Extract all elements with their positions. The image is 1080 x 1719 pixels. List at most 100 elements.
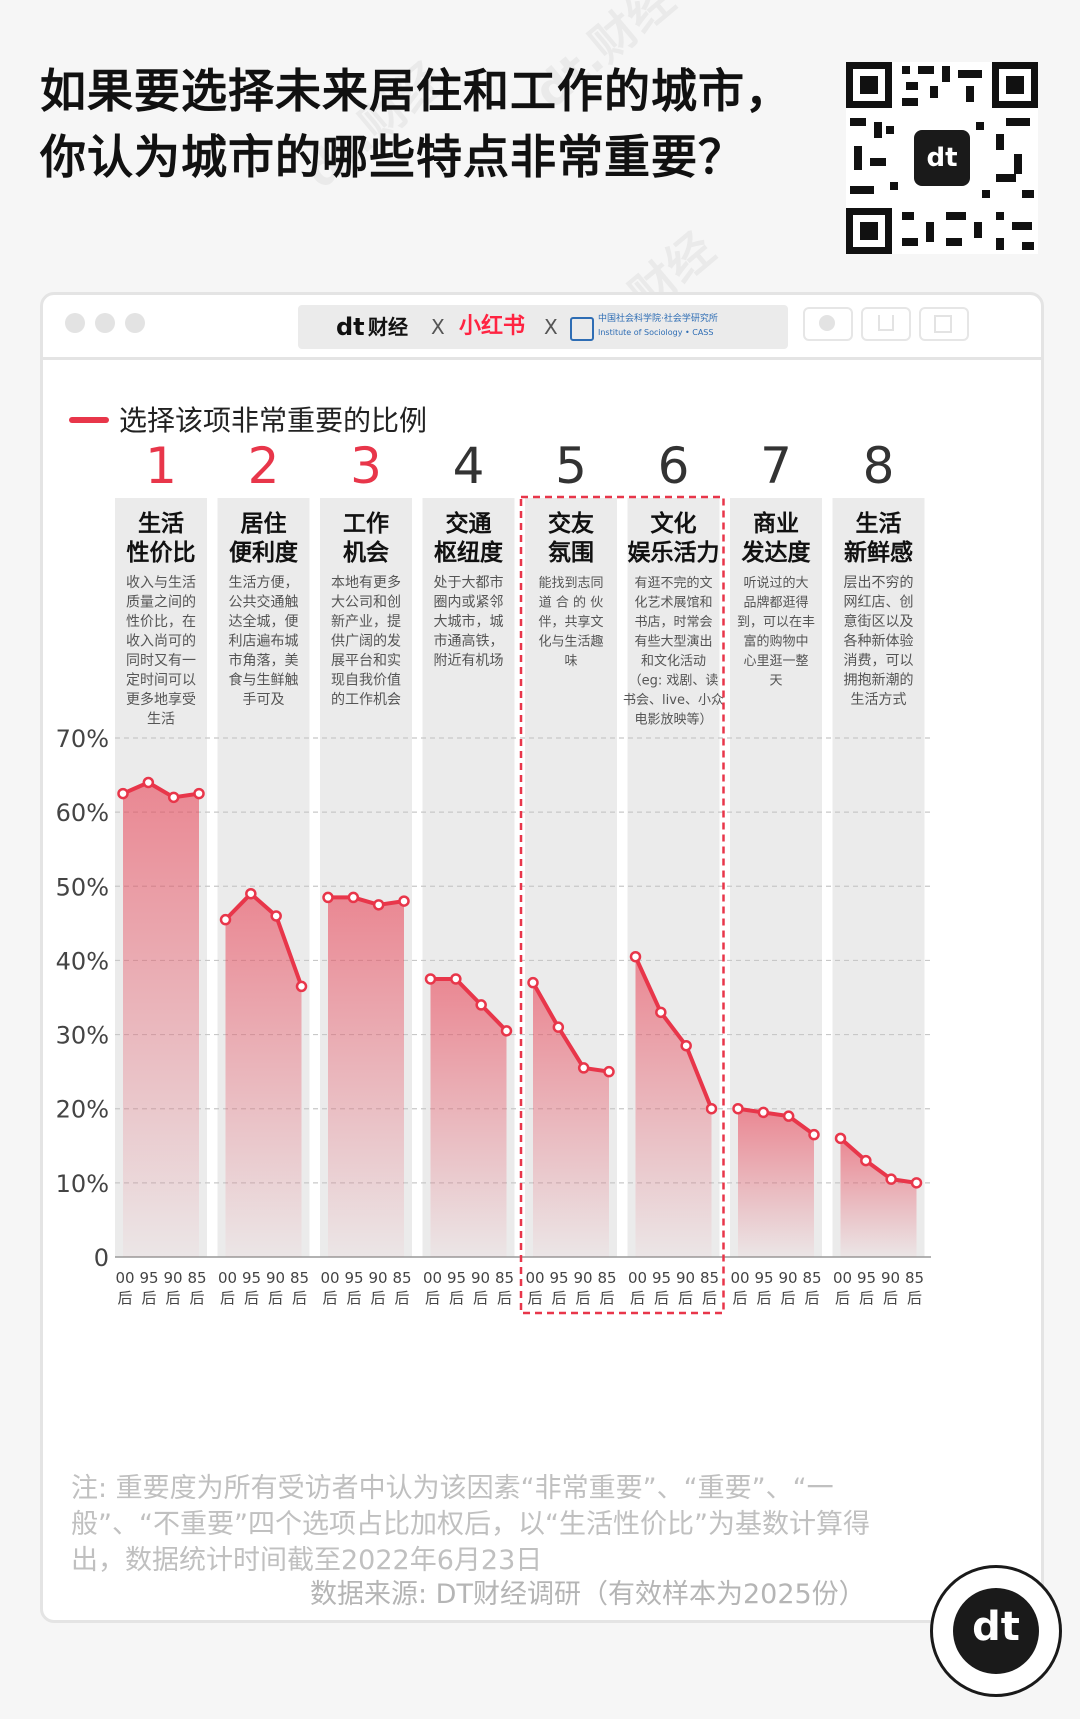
- x-tick-label: 00: [730, 1269, 749, 1287]
- x-tick-label: 95: [754, 1269, 773, 1287]
- x-tick-label: 85: [392, 1269, 411, 1287]
- category-description: 定时间可以: [126, 673, 196, 689]
- series-area: [225, 893, 302, 1257]
- data-point: [372, 899, 385, 911]
- category-description: （eg: 戏剧、读: [629, 674, 719, 689]
- category-description: 品牌都逛得: [743, 595, 808, 611]
- data-point: [424, 973, 437, 985]
- x-tick-label: 后: [678, 1289, 693, 1307]
- legend-line-icon: [69, 417, 109, 423]
- data-point: [398, 895, 410, 907]
- series-area: [635, 956, 712, 1257]
- x-tick-label: 后: [883, 1289, 898, 1307]
- data-point: [219, 913, 232, 926]
- data-point: [193, 787, 205, 800]
- x-tick-label: 90: [471, 1269, 490, 1287]
- category-description: 意街区以及: [844, 613, 914, 630]
- highlight-box: [519, 495, 725, 1315]
- x-tick-label: 后: [141, 1289, 156, 1307]
- category-title: 工作: [343, 511, 389, 537]
- data-point: [577, 1062, 590, 1074]
- category-description: 味: [564, 654, 577, 669]
- rank-number: 1: [145, 437, 177, 495]
- dt-logo-text: 财经: [368, 315, 408, 339]
- x-tick-label: 后: [189, 1289, 204, 1307]
- data-point: [629, 950, 642, 963]
- x-tick-label: 后: [575, 1289, 590, 1307]
- data-point: [552, 1021, 565, 1033]
- y-tick-label: 70%: [56, 725, 109, 753]
- category-description: 有逛不完的文: [634, 575, 712, 591]
- x-tick-label: 85: [905, 1269, 924, 1287]
- windows-icon: [934, 315, 952, 333]
- category-description: 伴，共享文: [538, 614, 603, 630]
- x-tick-label: 后: [394, 1289, 409, 1307]
- category-description: 质量之间的: [126, 595, 196, 611]
- data-point: [167, 791, 180, 804]
- x-tick-label: 90: [778, 1269, 797, 1287]
- x-tick-label: 后: [165, 1289, 180, 1307]
- windows-button[interactable]: [919, 307, 969, 341]
- series-line: [737, 1106, 816, 1137]
- close-dot-icon: [65, 313, 85, 333]
- dt-badge-logo[interactable]: dt: [930, 1565, 1062, 1697]
- category-description: 收入与生活: [126, 575, 196, 591]
- data-point: [245, 887, 257, 900]
- x-tick-label: 90: [573, 1269, 592, 1287]
- category-title: 交友: [548, 510, 594, 537]
- category-description: 化与生活趣: [538, 635, 603, 650]
- category-title: 机会: [343, 539, 389, 566]
- x-tick-label: 后: [473, 1289, 488, 1307]
- x-tick-label: 95: [652, 1269, 671, 1287]
- x-tick-label: 后: [702, 1289, 717, 1307]
- qr-code[interactable]: dt: [846, 62, 1038, 254]
- category-description: 市通高铁，: [434, 633, 504, 650]
- chart: 010%20%30%40%50%60%70%1生活性价比收入与生活质量之间的性价…: [56, 437, 931, 1315]
- x-tick-label: 90: [368, 1269, 387, 1287]
- category-description: 书会、live、小众: [623, 693, 724, 708]
- share-button[interactable]: [861, 307, 911, 341]
- data-point: [603, 1065, 615, 1078]
- x-tick-label: 后: [551, 1289, 566, 1307]
- category-description: 书店，时常会: [634, 615, 712, 630]
- category-description: 处于大都市: [434, 574, 504, 591]
- record-button[interactable]: [803, 307, 853, 341]
- y-tick-label: 20%: [56, 1096, 109, 1124]
- x-tick-label: 后: [244, 1289, 259, 1307]
- x-tick-label: 后: [654, 1289, 669, 1307]
- rank-number: 2: [248, 437, 280, 495]
- data-point: [834, 1132, 847, 1145]
- xiaohongshu-logo: 小红书: [459, 314, 526, 339]
- category-description: 圈内或紧邻: [434, 595, 504, 611]
- x-tick-label: 00: [320, 1269, 339, 1287]
- x-tick-label: 90: [163, 1269, 182, 1287]
- record-icon: [819, 315, 835, 331]
- x-tick-label: 85: [700, 1269, 719, 1287]
- x-tick-label: 后: [804, 1289, 819, 1307]
- x-tick-label: 后: [630, 1289, 645, 1307]
- category-title: 枢纽度: [434, 539, 504, 566]
- data-point: [475, 999, 487, 1011]
- data-point: [347, 891, 360, 904]
- category-description: 各种新体验: [844, 634, 914, 650]
- category-description: 更多地享受: [126, 691, 196, 708]
- x-tick-label: 00: [218, 1269, 237, 1287]
- data-point: [808, 1128, 820, 1141]
- category-title: 性价比: [127, 540, 196, 566]
- cass-name-en: Institute of Sociology • CASS: [598, 328, 714, 337]
- brand-separator: X: [431, 315, 445, 339]
- series-area: [738, 1108, 814, 1257]
- x-tick-label: 00: [628, 1269, 647, 1287]
- category-description: 富的购物中: [743, 634, 808, 650]
- x-tick-label: 85: [495, 1269, 514, 1287]
- footnote: 注: 重要度为所有受访者中认为该因素“非常重要”、“重要”、“一般”、“不重要”…: [71, 1473, 870, 1576]
- category-title: 文化: [651, 510, 697, 537]
- rank-number: 3: [350, 437, 382, 495]
- category-title: 新鲜感: [844, 539, 913, 566]
- x-tick-label: 85: [802, 1269, 821, 1287]
- x-tick-label: 90: [676, 1269, 695, 1287]
- x-tick-label: 00: [115, 1269, 134, 1287]
- dt-badge-inner: dt: [953, 1588, 1039, 1674]
- x-tick-label: 85: [187, 1269, 206, 1287]
- x-tick-label: 85: [597, 1269, 616, 1287]
